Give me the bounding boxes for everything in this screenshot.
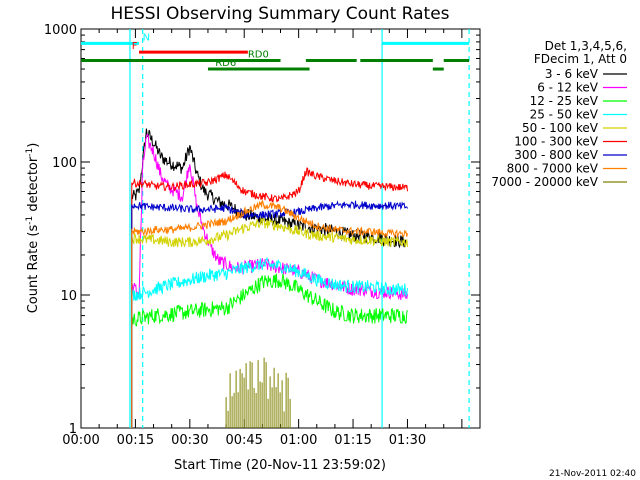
y-tick-label: 1000 xyxy=(44,23,77,38)
series-line xyxy=(225,357,291,428)
x-tick-label: 00:30 xyxy=(171,433,208,448)
series-line xyxy=(131,133,408,301)
chart-title: HESSI Observing Summary Count Rates xyxy=(110,4,449,24)
x-tick-label: 00:00 xyxy=(62,433,99,448)
state-bar-label: F xyxy=(132,41,138,52)
series-line xyxy=(131,167,408,203)
x-tick-label: 01:30 xyxy=(389,433,426,448)
series-line xyxy=(131,199,408,239)
state-bar-label: N xyxy=(143,32,150,43)
legend-entry-label: 25 - 50 keV xyxy=(530,108,599,122)
plot-area xyxy=(80,28,481,429)
y-tick-label: 10 xyxy=(60,289,77,304)
legend-header-line-1: Det 1,3,4,5,6, xyxy=(545,39,627,53)
x-tick-label: 00:45 xyxy=(225,433,262,448)
y-tick-label: 100 xyxy=(52,156,77,171)
legend-entry-label: 100 - 300 keV xyxy=(514,135,598,149)
legend-entry-label: 12 - 25 keV xyxy=(530,94,599,108)
series-line xyxy=(131,256,408,301)
x-tick-label: 01:00 xyxy=(280,433,317,448)
legend-header-line-2: FDecim 1, Att 0 xyxy=(534,52,627,66)
series-line xyxy=(131,217,408,248)
y-axis-label: Count Rate (s-1 detector-1) xyxy=(25,143,41,314)
legend-entry-label: 7000 - 20000 keV xyxy=(491,175,598,189)
legend-entry-label: 800 - 7000 keV xyxy=(507,162,599,176)
state-bar-label: RD6 xyxy=(215,58,236,69)
timestamp-footer: 21-Nov-2011 02:40 xyxy=(549,469,636,479)
x-tick-label: 00:15 xyxy=(117,433,154,448)
x-tick-label: 01:15 xyxy=(334,433,371,448)
x-axis-label: Start Time (20-Nov-11 23:59:02) xyxy=(174,458,386,473)
legend-entry-label: 50 - 100 keV xyxy=(522,121,599,135)
legend: Det 1,3,4,5,6, FDecim 1, Att 0 3 - 6 keV… xyxy=(491,39,627,189)
series-line xyxy=(131,273,408,327)
legend-entry-label: 300 - 800 keV xyxy=(514,148,598,162)
legend-entry-label: 3 - 6 keV xyxy=(545,67,599,81)
series-line xyxy=(131,200,408,220)
y-tick-label: 1 xyxy=(69,422,77,437)
legend-entry-label: 6 - 12 keV xyxy=(537,81,599,95)
state-bar-label: RD0 xyxy=(248,49,269,60)
